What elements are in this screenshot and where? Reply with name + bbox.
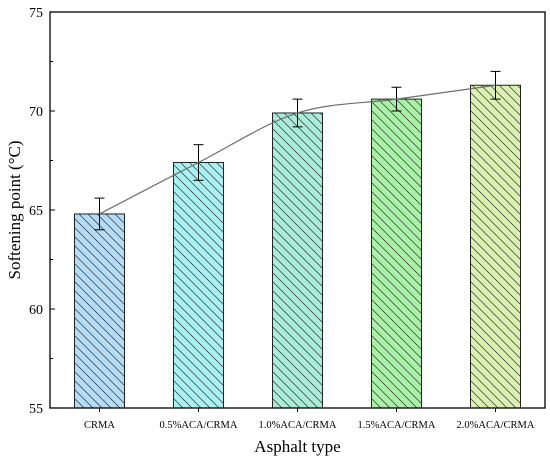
y-tick-label: 75	[29, 6, 43, 21]
bar-1	[74, 213, 125, 409]
x-tick-label: 1.0%ACA/CRMA	[259, 420, 337, 431]
x-tick-label: CRMA	[84, 420, 115, 431]
y-tick-label: 70	[29, 105, 43, 120]
x-tick-label: 0.5%ACA/CRMA	[160, 420, 238, 431]
x-tick-label: 2.0%ACA/CRMA	[457, 420, 535, 431]
y-tick-label: 60	[29, 303, 43, 318]
y-tick-label: 65	[29, 204, 43, 219]
bar-3	[272, 112, 323, 409]
bar-4	[371, 98, 422, 409]
bar-5	[470, 84, 521, 409]
y-axis-title: Softening point (°C)	[5, 140, 24, 279]
x-axis-ticks: CRMA 0.5%ACA/CRMA 1.0%ACA/CRMA 1.5%ACA/CRMA…	[84, 408, 535, 431]
y-axis-ticks: 55 60 65 70 75	[29, 6, 55, 417]
x-tick-label: 1.5%ACA/CRMA	[358, 420, 436, 431]
bars-layer	[74, 84, 521, 409]
bar-2	[173, 161, 224, 409]
trend-line	[99, 84, 496, 215]
y-tick-label: 55	[29, 402, 43, 417]
x-axis-title: Asphalt type	[254, 437, 340, 456]
